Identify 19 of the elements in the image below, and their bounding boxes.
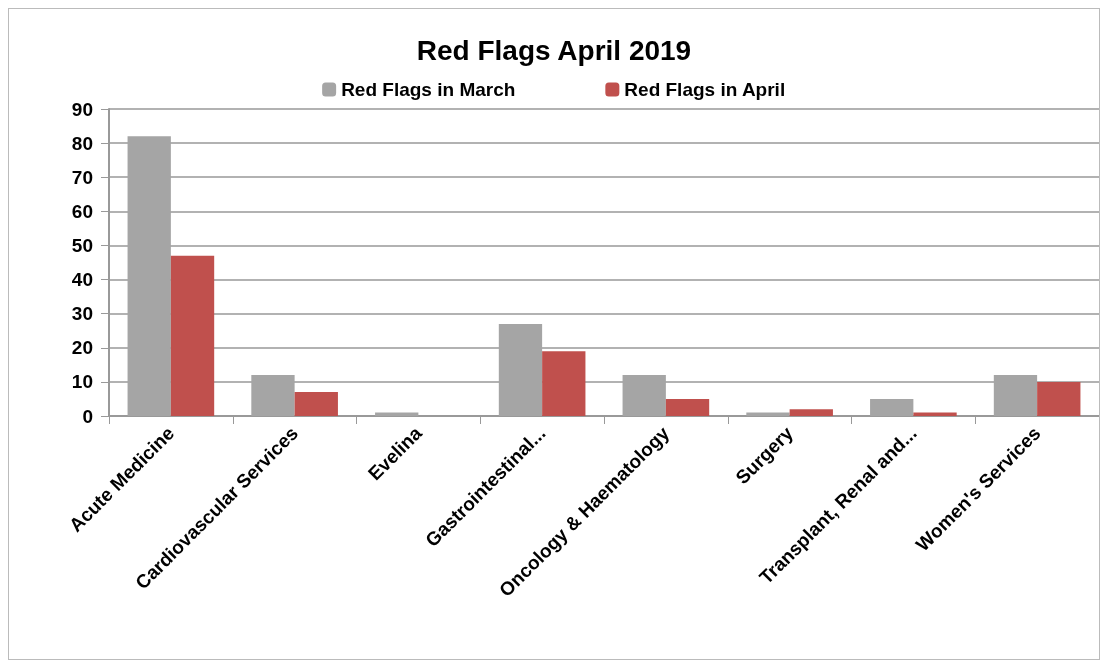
legend-label: Red Flags in March bbox=[341, 79, 516, 100]
bar bbox=[1037, 381, 1081, 416]
y-tick-label: 60 bbox=[71, 200, 93, 222]
y-tick-label: 40 bbox=[71, 269, 93, 291]
chart-title: Red Flags April 2019 bbox=[416, 34, 692, 66]
bar bbox=[665, 398, 710, 416]
bar bbox=[789, 409, 833, 416]
y-tick-label: 80 bbox=[71, 132, 93, 154]
y-tick-label: 0 bbox=[82, 405, 93, 427]
legend-label: Red Flags in April bbox=[624, 79, 786, 100]
y-tick-label: 90 bbox=[71, 98, 93, 120]
y-tick-label: 50 bbox=[71, 234, 93, 256]
y-tick-label: 30 bbox=[71, 303, 93, 325]
bar bbox=[170, 255, 215, 416]
y-tick-label: 20 bbox=[71, 337, 93, 359]
bar bbox=[542, 351, 586, 416]
y-tick-label: 70 bbox=[71, 166, 93, 188]
bar bbox=[294, 392, 338, 416]
y-tick-label: 10 bbox=[71, 371, 93, 393]
